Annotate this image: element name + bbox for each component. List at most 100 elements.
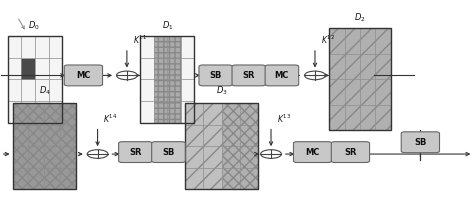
Bar <box>28 125 45 146</box>
Bar <box>185 168 203 189</box>
Bar <box>329 79 345 105</box>
Bar <box>154 36 167 58</box>
Bar <box>203 146 222 168</box>
Bar <box>181 36 194 58</box>
Bar <box>203 103 222 125</box>
FancyBboxPatch shape <box>64 65 102 86</box>
Text: SR: SR <box>243 71 255 80</box>
Bar <box>185 125 203 146</box>
Bar <box>21 36 35 58</box>
Text: $K^{14}$: $K^{14}$ <box>103 112 118 125</box>
Circle shape <box>117 71 137 80</box>
Bar <box>181 101 194 123</box>
Bar <box>329 54 345 79</box>
Bar <box>12 103 28 125</box>
Text: $D_1$: $D_1$ <box>162 20 173 32</box>
Text: $D_4$: $D_4$ <box>39 85 51 97</box>
Bar <box>140 58 154 79</box>
Bar <box>28 103 45 125</box>
Text: $D_2$: $D_2$ <box>354 12 365 24</box>
Bar <box>181 58 194 79</box>
FancyBboxPatch shape <box>265 65 299 86</box>
Text: $D_0$: $D_0$ <box>28 20 40 32</box>
Bar <box>45 125 60 146</box>
Bar <box>329 28 345 54</box>
Bar <box>360 54 375 79</box>
Bar <box>60 103 76 125</box>
Bar <box>140 79 154 101</box>
Bar <box>360 105 375 130</box>
Bar <box>28 146 45 168</box>
Bar <box>329 28 391 130</box>
Text: $K^{13}$: $K^{13}$ <box>277 112 291 125</box>
FancyBboxPatch shape <box>331 142 370 163</box>
Bar <box>345 28 360 54</box>
Bar <box>360 79 375 105</box>
Bar <box>12 168 28 189</box>
Bar <box>12 125 28 146</box>
Bar <box>240 103 258 125</box>
Bar <box>45 146 60 168</box>
Bar <box>48 79 62 101</box>
Circle shape <box>87 150 108 158</box>
Text: MC: MC <box>76 71 91 80</box>
Bar <box>35 36 48 58</box>
FancyBboxPatch shape <box>293 142 332 163</box>
Bar <box>21 58 35 79</box>
Bar <box>48 58 62 79</box>
Bar <box>375 105 391 130</box>
Text: MC: MC <box>305 148 320 157</box>
Bar <box>222 146 240 168</box>
FancyBboxPatch shape <box>232 65 265 86</box>
Bar <box>45 168 60 189</box>
Bar <box>154 58 167 79</box>
Bar <box>167 58 181 79</box>
Bar <box>345 105 360 130</box>
Bar <box>222 103 240 125</box>
Bar <box>375 28 391 54</box>
Bar <box>154 79 167 101</box>
Bar <box>35 58 48 79</box>
Bar <box>167 36 181 58</box>
Bar <box>140 101 154 123</box>
Bar <box>240 146 258 168</box>
Bar <box>21 79 35 101</box>
Bar <box>28 168 45 189</box>
Bar <box>140 36 154 58</box>
Bar <box>185 103 258 189</box>
Circle shape <box>305 71 325 80</box>
Text: SB: SB <box>210 71 222 80</box>
Bar <box>329 105 345 130</box>
Bar <box>167 101 181 123</box>
Bar <box>48 101 62 123</box>
Bar <box>185 103 203 125</box>
Bar <box>35 101 48 123</box>
FancyBboxPatch shape <box>152 142 185 163</box>
Bar <box>140 36 194 123</box>
Text: SB: SB <box>414 138 427 147</box>
Bar <box>345 54 360 79</box>
Bar <box>185 146 203 168</box>
Bar <box>48 36 62 58</box>
Bar <box>222 168 240 189</box>
Bar <box>60 125 76 146</box>
Bar <box>12 146 28 168</box>
Text: $K^{11}$: $K^{11}$ <box>133 33 146 46</box>
Text: $K^{12}$: $K^{12}$ <box>320 33 335 46</box>
Bar <box>60 146 76 168</box>
Bar <box>203 168 222 189</box>
Bar <box>240 125 258 146</box>
Bar <box>181 79 194 101</box>
Bar <box>8 58 21 79</box>
Text: SR: SR <box>129 148 142 157</box>
Bar <box>154 101 167 123</box>
Bar <box>203 125 222 146</box>
Bar <box>60 168 76 189</box>
Bar <box>240 168 258 189</box>
Bar <box>375 79 391 105</box>
Text: SR: SR <box>344 148 356 157</box>
Text: $D_3$: $D_3$ <box>216 85 228 97</box>
Bar <box>167 79 181 101</box>
Bar <box>8 101 21 123</box>
Bar <box>360 28 375 54</box>
